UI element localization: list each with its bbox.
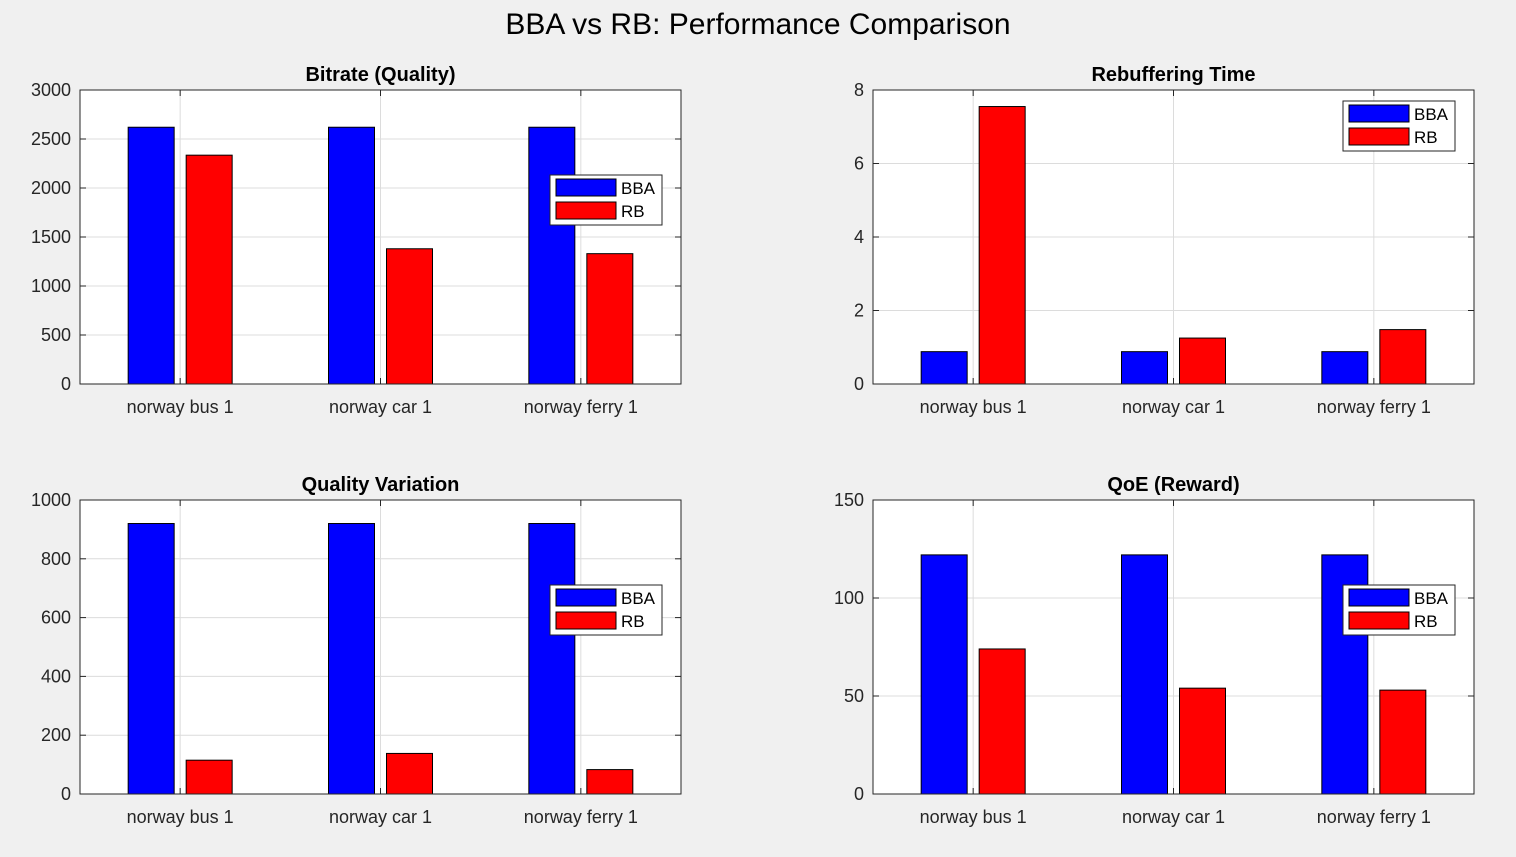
y-tick-label: 100 — [834, 588, 864, 608]
legend-swatch-bba — [1348, 104, 1410, 123]
legend-swatch-bba — [555, 178, 617, 197]
bar-bba-1 — [920, 554, 968, 795]
x-tick-label: norway ferry 1 — [524, 397, 638, 417]
chart-panel-1: 0 500 1000 1500 2000 2500 3000 norway bus 1 norw… — [31, 64, 682, 417]
bar-rb-2 — [1179, 687, 1226, 795]
legend-swatch-bba — [1348, 588, 1410, 607]
bar-rb-3 — [586, 769, 634, 795]
y-tick-label: 8 — [854, 80, 864, 100]
y-tick-label: 1000 — [31, 276, 71, 296]
chart-panel-2: 0 2 4 6 8 norway bus 1 norway car 1 norway ferr… — [854, 64, 1475, 417]
bar-bba-2 — [1121, 554, 1168, 795]
x-tick-label: norway bus 1 — [127, 397, 234, 417]
chart-title: Rebuffering Time — [1091, 64, 1255, 86]
chart-title: QoE (Reward) — [1107, 474, 1239, 496]
y-tick-label: 2500 — [31, 129, 71, 149]
y-tick-label: 0 — [61, 784, 71, 804]
legend: BBA RB — [549, 174, 663, 226]
bar-bba-2 — [328, 126, 375, 385]
bar-rb-1 — [978, 106, 1026, 385]
bar-bba-3 — [528, 126, 576, 385]
bar-bba-2 — [1121, 351, 1168, 385]
legend-label-bba: BBA — [621, 179, 656, 198]
bar-rb-3 — [1379, 689, 1427, 795]
y-tick-label: 400 — [41, 666, 71, 686]
bar-bba-1 — [127, 523, 175, 795]
chart-panel-4: 0 50 100 150 norway bus 1 norway car 1 norway … — [834, 474, 1475, 827]
bar-rb-3 — [586, 253, 634, 385]
x-tick-label: norway ferry 1 — [524, 807, 638, 827]
y-tick-label: 3000 — [31, 80, 71, 100]
legend-label-rb: RB — [1414, 128, 1438, 147]
legend-label-bba: BBA — [1414, 105, 1449, 124]
x-tick-label: norway car 1 — [329, 807, 432, 827]
bar-rb-3 — [1379, 329, 1427, 385]
y-tick-label: 0 — [854, 374, 864, 394]
legend-swatch-bba — [555, 588, 617, 607]
chart-panel-3: 0 200 400 600 800 1000 norway bus 1 norway car … — [31, 474, 682, 827]
y-tick-label: 2000 — [31, 178, 71, 198]
x-tick-label: norway bus 1 — [920, 807, 1027, 827]
y-tick-label: 0 — [61, 374, 71, 394]
figure-title: BBA vs RB: Performance Comparison — [505, 8, 1011, 41]
bar-rb-2 — [1179, 337, 1226, 385]
bar-bba-1 — [920, 351, 968, 385]
legend: BBA RB — [549, 584, 663, 636]
legend-swatch-rb — [1348, 611, 1410, 630]
y-tick-label: 800 — [41, 549, 71, 569]
chart-title: Bitrate (Quality) — [305, 64, 455, 86]
x-tick-label: norway car 1 — [1122, 807, 1225, 827]
y-tick-label: 50 — [844, 686, 864, 706]
legend-swatch-rb — [555, 201, 617, 220]
y-tick-label: 0 — [854, 784, 864, 804]
legend: BBA RB — [1342, 100, 1456, 152]
bar-bba-2 — [328, 523, 375, 795]
legend-label-rb: RB — [621, 612, 645, 631]
x-tick-label: norway ferry 1 — [1317, 397, 1431, 417]
bar-bba-1 — [127, 126, 175, 385]
y-tick-label: 1500 — [31, 227, 71, 247]
bar-rb-1 — [185, 154, 233, 385]
legend: BBA RB — [1342, 584, 1456, 636]
bar-rb-1 — [978, 648, 1026, 795]
legend-label-rb: RB — [1414, 612, 1438, 631]
x-tick-label: norway bus 1 — [127, 807, 234, 827]
y-tick-label: 150 — [834, 490, 864, 510]
legend-swatch-rb — [1348, 127, 1410, 146]
y-tick-label: 600 — [41, 608, 71, 628]
legend-label-bba: BBA — [1414, 589, 1449, 608]
bar-rb-2 — [386, 248, 433, 385]
bar-rb-1 — [185, 759, 233, 795]
chart-title: Quality Variation — [302, 474, 460, 496]
y-tick-label: 1000 — [31, 490, 71, 510]
y-tick-label: 6 — [854, 154, 864, 174]
y-tick-label: 200 — [41, 725, 71, 745]
x-tick-label: norway car 1 — [329, 397, 432, 417]
y-tick-label: 500 — [41, 325, 71, 345]
x-tick-label: norway ferry 1 — [1317, 807, 1431, 827]
y-tick-label: 2 — [854, 301, 864, 321]
bar-bba-3 — [528, 523, 576, 795]
legend-label-rb: RB — [621, 202, 645, 221]
legend-label-bba: BBA — [621, 589, 656, 608]
legend-swatch-rb — [555, 611, 617, 630]
bar-bba-3 — [1321, 351, 1369, 385]
x-tick-label: norway bus 1 — [920, 397, 1027, 417]
bar-rb-2 — [386, 752, 433, 795]
x-tick-label: norway car 1 — [1122, 397, 1225, 417]
y-tick-label: 4 — [854, 227, 864, 247]
